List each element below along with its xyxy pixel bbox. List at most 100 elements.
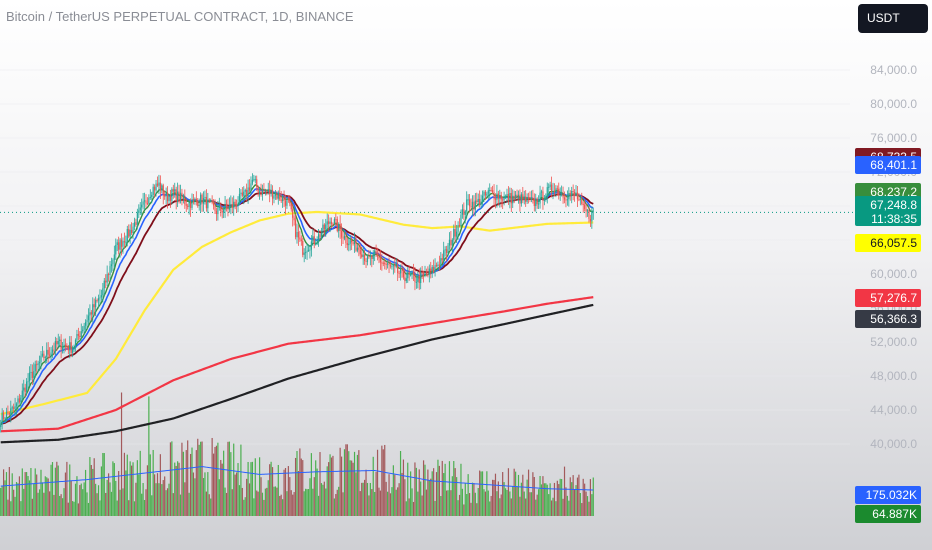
candle-body xyxy=(322,224,324,233)
volume-bar xyxy=(17,483,19,516)
candle-body xyxy=(224,203,226,211)
candle-body xyxy=(273,195,275,199)
volume-bar xyxy=(43,492,45,516)
candle-body xyxy=(133,222,136,227)
volume-bar xyxy=(535,499,537,516)
volume-bar xyxy=(358,450,360,516)
volume-bar xyxy=(169,442,172,516)
volume-bar xyxy=(427,469,429,516)
candle-body xyxy=(221,211,223,213)
candle-body xyxy=(30,371,32,373)
volume-bar xyxy=(294,457,297,516)
volume-bars xyxy=(0,392,594,516)
volume-bar xyxy=(224,487,226,516)
volume-bar xyxy=(326,466,328,516)
volume-bar xyxy=(84,469,87,516)
volume-bar xyxy=(125,470,127,516)
candle-body xyxy=(381,262,383,264)
volume-bar xyxy=(487,490,489,516)
candle-body xyxy=(371,256,373,259)
candle-body xyxy=(502,199,504,201)
candle-body xyxy=(46,349,48,358)
volume-bar xyxy=(382,449,384,516)
volume-bar xyxy=(292,494,294,516)
volume-bar xyxy=(201,441,203,516)
volume-bar xyxy=(259,457,261,516)
volume-bar xyxy=(162,480,164,516)
volume-bar xyxy=(543,483,545,516)
candle-body xyxy=(287,198,289,200)
candle-body xyxy=(578,199,580,201)
candle-body xyxy=(105,280,107,283)
candle-body xyxy=(382,262,384,264)
candle-body xyxy=(11,407,13,409)
candle-body xyxy=(392,265,394,267)
candle-body xyxy=(581,198,583,204)
volume-bar xyxy=(456,477,458,516)
candle-body xyxy=(512,195,514,204)
volume-bar xyxy=(542,476,544,516)
volume-bar xyxy=(434,500,436,516)
candle-body xyxy=(586,210,589,212)
candle-body xyxy=(353,238,356,245)
volume-bar xyxy=(447,490,449,516)
candle-body xyxy=(151,194,153,197)
candle-body xyxy=(294,220,297,238)
volume-bar xyxy=(141,493,143,516)
volume-bar xyxy=(371,489,373,516)
candle-body xyxy=(365,261,367,263)
volume-bar xyxy=(589,479,592,516)
candle-body xyxy=(561,194,563,196)
candle-body xyxy=(80,331,82,338)
volume-bar xyxy=(266,487,268,516)
candle-body xyxy=(60,339,62,350)
price-axis: 84,000.080,000.076,000.072,000.068,000.0… xyxy=(870,63,917,451)
volume-bar xyxy=(362,482,364,516)
ma-black-line xyxy=(0,303,594,444)
candle-body xyxy=(135,222,137,225)
candle-body xyxy=(187,205,189,207)
candle-body xyxy=(10,408,12,415)
volume-bar xyxy=(509,491,511,516)
volume-bar xyxy=(234,474,236,516)
candle-body xyxy=(479,198,481,206)
volume-bar xyxy=(405,501,407,516)
volume-bar xyxy=(467,474,469,516)
candle-body xyxy=(14,406,16,409)
candle-body xyxy=(158,182,160,186)
candle-body xyxy=(214,205,216,211)
candle-body xyxy=(271,189,274,199)
candle-body xyxy=(433,267,435,273)
candle-body xyxy=(300,239,302,242)
candle-body xyxy=(523,196,525,200)
volume-bar xyxy=(191,447,193,516)
candle-body xyxy=(34,364,36,372)
candle-body xyxy=(189,202,192,208)
candle-body xyxy=(443,250,445,261)
candle-body xyxy=(562,194,564,198)
volume-bar xyxy=(135,482,137,516)
candle-body xyxy=(401,268,403,270)
volume-bar xyxy=(385,481,387,516)
candle-body xyxy=(73,346,75,350)
volume-badge-label: 64.887K xyxy=(872,507,917,521)
candle-body xyxy=(113,254,115,260)
candle-body xyxy=(477,198,479,203)
candle-body xyxy=(407,272,409,279)
candle-body xyxy=(169,195,172,201)
candle-body xyxy=(346,243,348,246)
volume-bar xyxy=(244,497,246,516)
volume-bar xyxy=(559,478,561,516)
candle-body xyxy=(246,189,248,196)
currency-button[interactable]: USDT xyxy=(858,4,928,33)
volume-bar xyxy=(10,501,12,516)
volume-bar xyxy=(422,460,425,516)
volume-bar xyxy=(131,465,133,516)
price-badge: 68,401.1 xyxy=(855,156,921,174)
volume-bar xyxy=(476,503,478,516)
candle-body xyxy=(208,199,210,201)
volume-bar xyxy=(375,471,377,516)
candle-body xyxy=(310,241,312,250)
volume-badge-bg xyxy=(855,505,921,523)
